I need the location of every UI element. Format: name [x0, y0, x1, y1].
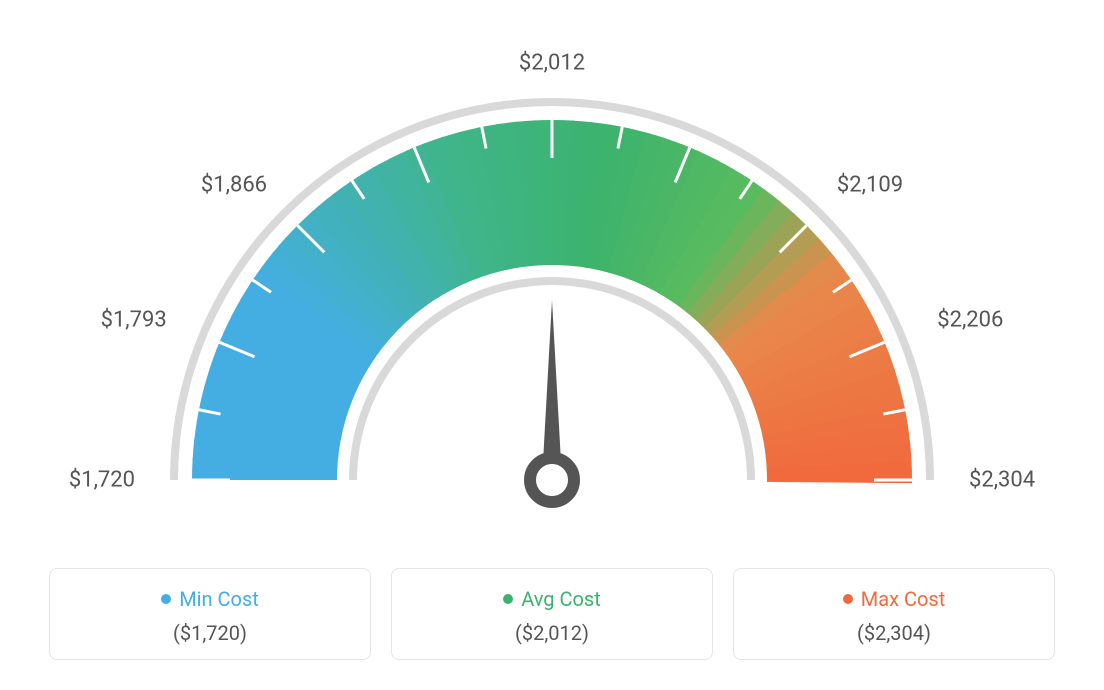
legend-value-min: ($1,720)	[60, 621, 360, 645]
legend-card-min: Min Cost ($1,720)	[49, 568, 371, 660]
gauge-tick-label: $1,720	[69, 468, 135, 493]
gauge-tick-label: $1,866	[201, 173, 267, 198]
gauge-tick-label: $2,304	[969, 468, 1035, 493]
legend-row: Min Cost ($1,720) Avg Cost ($2,012) Max …	[49, 568, 1055, 660]
legend-title-max: Max Cost	[843, 587, 946, 611]
legend-card-max: Max Cost ($2,304)	[733, 568, 1055, 660]
legend-title-min: Min Cost	[161, 587, 259, 611]
legend-dot-icon	[503, 594, 513, 604]
legend-label-max: Max Cost	[861, 587, 946, 611]
legend-card-avg: Avg Cost ($2,012)	[391, 568, 713, 660]
gauge-tick-label: $2,012	[519, 51, 585, 76]
legend-label-avg: Avg Cost	[521, 587, 601, 611]
gauge-tick-label: $1,793	[101, 308, 167, 333]
gauge-svg	[72, 30, 1032, 530]
gauge-tick-label: $2,109	[837, 173, 903, 198]
legend-dot-icon	[843, 594, 853, 604]
legend-title-avg: Avg Cost	[503, 587, 601, 611]
gauge-chart: $1,720 $1,793 $1,866 $2,012 $2,109 $2,206 $2,3…	[72, 30, 1032, 530]
gauge-tick-label: $2,206	[937, 308, 1003, 333]
legend-value-max: ($2,304)	[744, 621, 1044, 645]
chart-container: $1,720 $1,793 $1,866 $2,012 $2,109 $2,206 $2,3…	[0, 0, 1104, 690]
legend-value-avg: ($2,012)	[402, 621, 702, 645]
legend-label-min: Min Cost	[179, 587, 259, 611]
legend-dot-icon	[161, 594, 171, 604]
